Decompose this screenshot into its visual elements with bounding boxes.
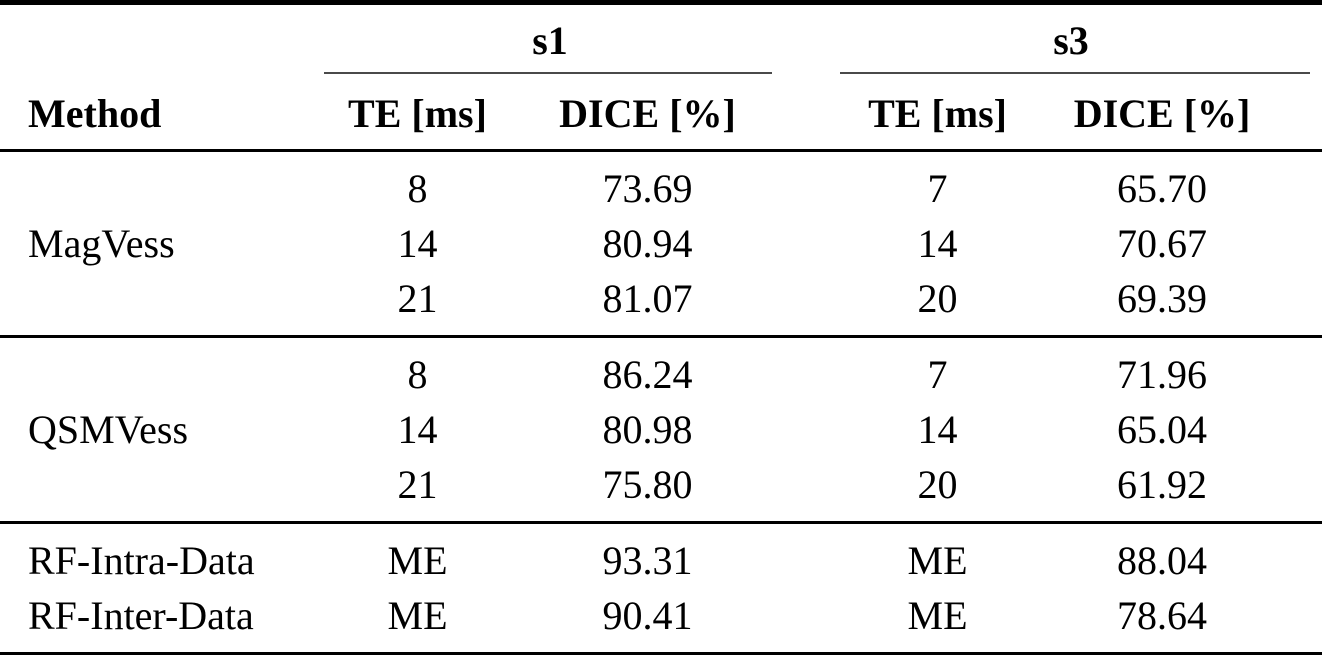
s3-te-value: 14 [917,406,958,452]
table-row: 8 86.24 7 71.96 [0,337,1322,403]
s3-dice-value: 78.64 [1117,592,1208,638]
s3-te-value: ME [907,537,968,583]
s1-te-value: ME [387,592,448,638]
group-header-row: s1 s3 [0,3,1322,68]
s1-dice-value: 90.41 [602,592,693,638]
method-label-rf-intra: RF-Intra-Data [28,537,255,583]
s3-te-value: 14 [917,220,958,266]
group-header-s3: s3 [1053,18,1089,63]
s3-dice-value: 65.70 [1117,165,1208,211]
s1-dice-value: 93.31 [602,537,693,583]
s3-te-value: ME [907,592,968,638]
column-header-row: Method TE [ms] DICE [%] TE [ms] DICE [%] [0,79,1322,151]
s1-te-value: 21 [397,275,438,321]
s3-dice-value: 69.39 [1117,275,1208,321]
s1-te-value: 8 [407,165,428,211]
method-column-header: Method [28,91,162,136]
s1-dice-value: 86.24 [602,351,693,397]
s1-te-value: 14 [397,406,438,452]
s3-dice-column-header: DICE [%] [1073,91,1251,136]
table-row: 8 73.69 7 65.70 [0,151,1322,217]
s1-te-value: 14 [397,220,438,266]
s1-dice-value: 73.69 [602,165,693,211]
table-row: RF-Inter-Data ME 90.41 ME 78.64 [0,588,1322,655]
table-row: RF-Intra-Data ME 93.31 ME 88.04 [0,523,1322,589]
group-header-spacer [0,3,320,68]
s1-te-column-header: TE [ms] [348,91,487,136]
table-row: QSMVess 14 80.98 14 65.04 [0,402,1322,457]
s3-dice-value: 71.96 [1117,351,1208,397]
table-row: MagVess 14 80.94 14 70.67 [0,216,1322,271]
s3-te-column-header: TE [ms] [868,91,1007,136]
s1-dice-value: 80.94 [602,220,693,266]
s1-te-value: 8 [407,351,428,397]
s3-te-value: 20 [917,275,958,321]
s1-dice-value: 75.80 [602,461,693,507]
s3-te-value: 20 [917,461,958,507]
s1-te-value: ME [387,537,448,583]
s3-te-value: 7 [927,165,948,211]
s1-dice-value: 81.07 [602,275,693,321]
cmidrule-row [0,67,1322,79]
method-label-magvess: MagVess [28,220,175,266]
table-row: 21 75.80 20 61.92 [0,457,1322,523]
s3-dice-value: 61.92 [1117,461,1208,507]
cmidrule-s1 [324,72,773,74]
method-label-rf-inter: RF-Inter-Data [28,592,254,638]
s3-dice-value: 65.04 [1117,406,1208,452]
method-label-qsmvess: QSMVess [28,406,189,452]
s1-te-value: 21 [397,461,438,507]
cmidrule-s3 [840,72,1311,74]
s3-dice-value: 70.67 [1117,220,1208,266]
table-row: 21 81.07 20 69.39 [0,271,1322,337]
s1-dice-column-header: DICE [%] [559,91,736,136]
group-header-s1: s1 [532,18,568,63]
s1-dice-value: 80.98 [602,406,693,452]
s3-te-value: 7 [927,351,948,397]
s3-dice-value: 88.04 [1117,537,1208,583]
